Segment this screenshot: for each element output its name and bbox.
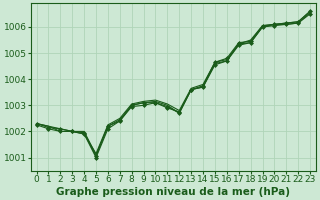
X-axis label: Graphe pression niveau de la mer (hPa): Graphe pression niveau de la mer (hPa) (56, 187, 290, 197)
